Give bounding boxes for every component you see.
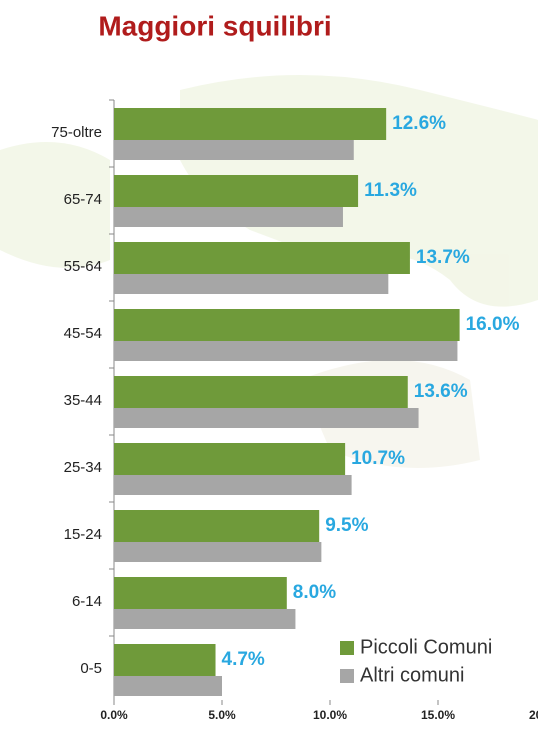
data-label: 4.7% [222,649,265,670]
data-label: 11.3% [364,180,417,201]
bar [114,475,352,495]
chart-title: Maggiori squilibri [98,10,331,41]
y-tick-label: 25-34 [64,459,102,476]
bar [114,242,410,274]
legend-label: Piccoli Comuni [360,636,492,658]
data-label: 10.7% [351,448,405,469]
bar [114,309,460,341]
y-tick-label: 45-54 [64,325,102,342]
bar [114,376,408,408]
y-tick-label: 15-24 [64,526,102,543]
y-tick-label: 75-oltre [51,124,102,141]
data-label: 12.6% [392,113,446,134]
data-label: 9.5% [325,515,368,536]
bar [114,341,458,361]
bar [114,207,343,227]
bar [114,510,320,542]
y-tick-label: 0-5 [80,660,102,677]
y-tick-label: 65-74 [64,191,102,208]
bar [114,175,359,207]
legend-swatch [340,669,354,683]
legend-label: Altri comuni [360,664,464,686]
bar [114,609,296,629]
data-label: 13.6% [414,381,468,402]
bar [114,274,389,294]
bar [114,443,346,475]
data-label: 16.0% [466,314,520,335]
bar [114,676,222,696]
bar [114,577,287,609]
x-tick-label: 10.0% [313,708,347,722]
bar [114,542,322,562]
x-tick-label: 0.0% [100,708,128,722]
bar [114,644,216,676]
legend-swatch [340,641,354,655]
y-tick-label: 55-64 [64,258,102,275]
y-tick-label: 6-14 [72,593,102,610]
bar [114,408,419,428]
x-tick-label: 15.0% [421,708,455,722]
bar [114,108,387,140]
x-tick-label: 20.0% [529,708,538,722]
x-tick-label: 5.0% [208,708,236,722]
data-label: 8.0% [293,582,336,603]
bar [114,140,354,160]
data-label: 13.7% [416,247,470,268]
y-tick-label: 35-44 [64,392,102,409]
